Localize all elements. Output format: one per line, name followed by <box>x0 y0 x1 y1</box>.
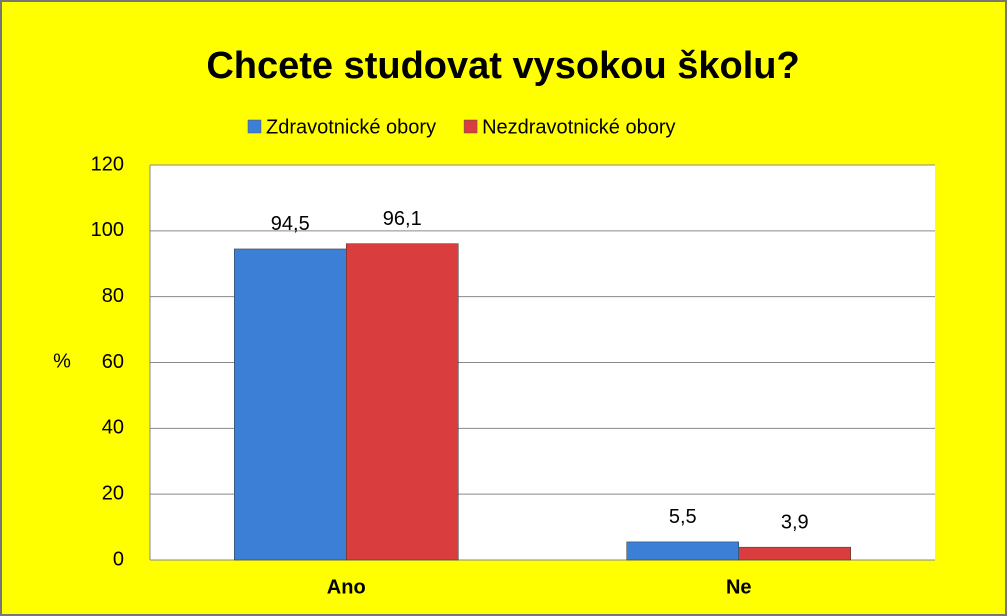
bar <box>234 248 347 561</box>
value-label: 96,1 <box>383 208 422 230</box>
x-tick-label: Ne <box>726 576 752 598</box>
y-tick-label: 40 <box>102 417 124 439</box>
bar <box>626 541 739 561</box>
y-tick-label: 60 <box>102 351 124 373</box>
x-tick-label: Ano <box>327 576 366 598</box>
y-tick-label: 0 <box>113 548 124 570</box>
value-label: 5,5 <box>669 506 697 528</box>
legend-label: Zdravotnické obory <box>266 116 436 138</box>
y-tick-label: 80 <box>102 285 124 307</box>
legend-swatch <box>463 119 478 134</box>
bar <box>346 243 459 561</box>
y-tick-label: 20 <box>102 482 124 504</box>
y-tick-label: 120 <box>91 153 124 175</box>
legend-label: Nezdravotnické obory <box>482 116 675 138</box>
value-label: 94,5 <box>271 213 310 235</box>
y-tick-label: 100 <box>91 219 124 241</box>
value-label: 3,9 <box>781 511 809 533</box>
bar <box>738 546 851 561</box>
legend-swatch <box>247 119 262 134</box>
y-axis-label: % <box>53 350 71 372</box>
chart-title: Chcete studovat vysokou školu? <box>206 45 799 87</box>
